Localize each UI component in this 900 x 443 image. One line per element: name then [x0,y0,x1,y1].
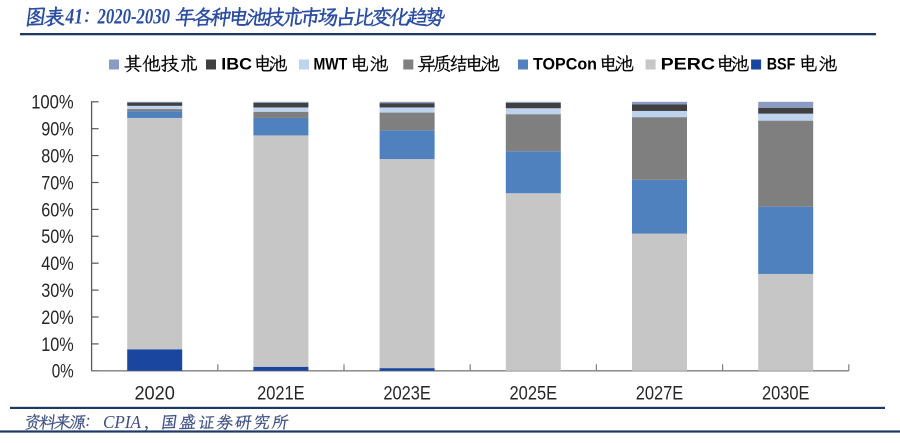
svg-text:50%: 50% [41,227,74,248]
svg-text:BSF: BSF [767,56,796,74]
svg-text:70%: 70% [41,173,74,194]
svg-text:CPIA: CPIA [103,412,142,432]
svg-text:2020-2030: 2020-2030 [97,4,170,29]
svg-text:TOPCon: TOPCon [533,56,597,74]
svg-text:MWT: MWT [314,56,348,74]
svg-text:20%: 20% [41,308,74,329]
svg-text:2023E: 2023E [383,384,431,405]
svg-text:0%: 0% [52,362,74,383]
svg-text:90%: 90% [41,120,74,141]
svg-text:80%: 80% [41,147,74,168]
svg-text:PERC: PERC [661,56,716,74]
svg-text:10%: 10% [41,335,74,356]
svg-text:41: 41 [65,4,83,29]
svg-text:2030E: 2030E [762,384,810,405]
svg-text:30%: 30% [41,281,74,302]
svg-text:40%: 40% [41,254,74,275]
svg-text:2021E: 2021E [257,384,305,405]
svg-text:,: , [144,411,149,433]
svg-text:2025E: 2025E [510,384,558,405]
svg-text:100%: 100% [31,93,74,114]
svg-text:2020: 2020 [134,384,175,405]
svg-text:2027E: 2027E [636,384,684,405]
svg-text:60%: 60% [41,200,74,221]
svg-text:IBC: IBC [221,56,252,74]
